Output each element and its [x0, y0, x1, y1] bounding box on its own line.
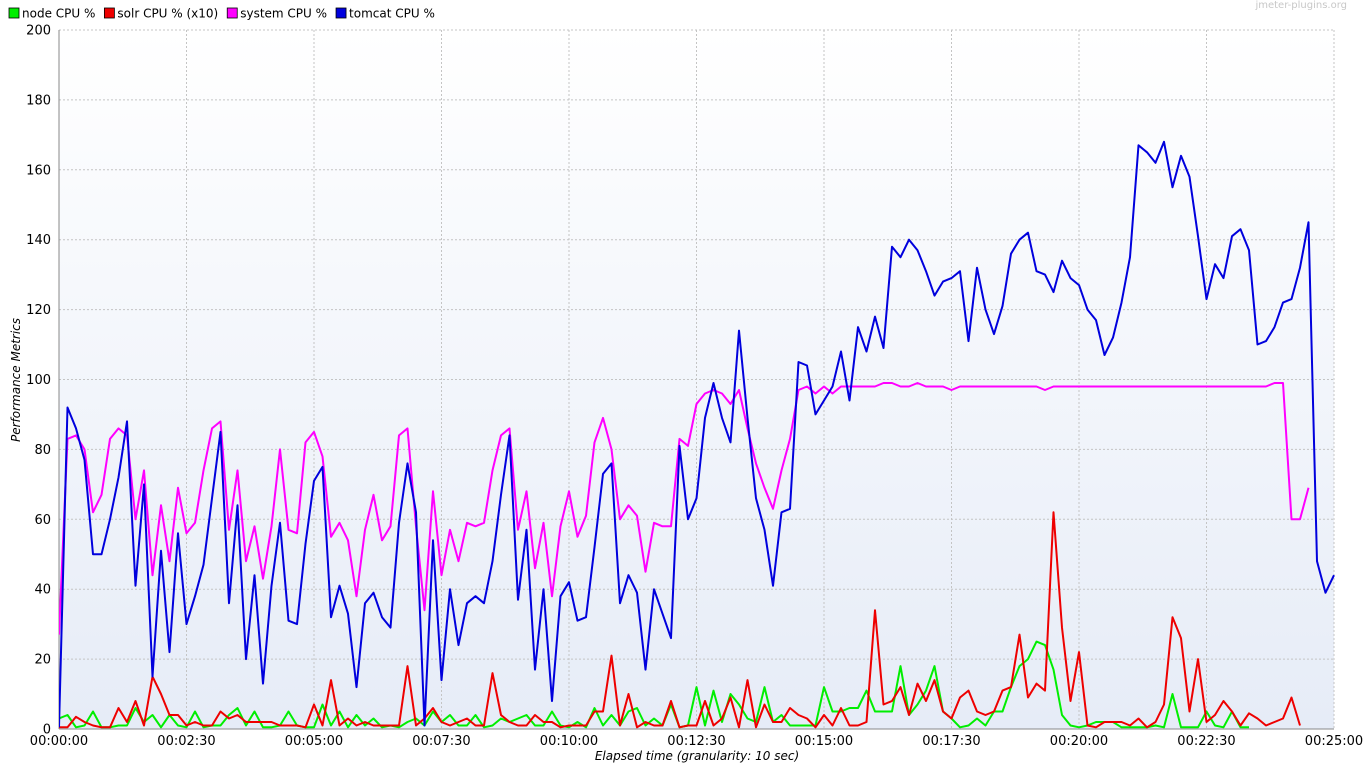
y-tick-label: 0 — [43, 723, 51, 738]
series-line-2 — [59, 382, 1310, 635]
legend: node CPU % solr CPU % (x10) system CPU % to… — [8, 7, 435, 21]
legend-item-3: tomcat CPU % — [335, 7, 435, 21]
x-tick-label: 00:00:00 — [30, 734, 88, 749]
x-tick-label: 00:17:30 — [922, 734, 980, 749]
x-tick-label: 00:20:00 — [1050, 734, 1108, 749]
legend-label: system CPU % — [240, 7, 327, 21]
y-axis-title: Performance Metrics — [9, 318, 23, 442]
legend-swatch — [8, 7, 20, 19]
axes: 0 20 40 60 80 100 120 140 160 180 200 00:00:00 00:02… — [26, 24, 1363, 750]
y-tick-label: 60 — [34, 513, 51, 528]
watermark-text: jmeter-plugins.org — [1254, 0, 1347, 11]
series-line-1 — [59, 511, 1301, 729]
y-tick-label: 20 — [34, 653, 51, 668]
x-tick-label: 00:12:30 — [667, 734, 725, 749]
legend-item-2: system CPU % — [226, 7, 327, 21]
y-tick-label: 160 — [26, 163, 51, 178]
y-tick-label: 80 — [34, 443, 51, 458]
x-tick-label: 00:10:00 — [540, 734, 598, 749]
series-lines — [59, 140, 1335, 729]
y-tick-label: 120 — [26, 303, 51, 318]
legend-item-1: solr CPU % (x10) — [103, 7, 218, 21]
x-tick-label: 00:05:00 — [285, 734, 343, 749]
x-axis-title: Elapsed time (granularity: 10 sec) — [595, 749, 799, 763]
y-tick-label: 200 — [26, 24, 51, 39]
legend-swatch — [226, 7, 238, 19]
legend-item-0: node CPU % — [8, 7, 95, 21]
legend-label: node CPU % — [22, 7, 95, 21]
x-tick-label: 00:22:30 — [1177, 734, 1235, 749]
y-tick-label: 40 — [34, 583, 51, 598]
y-tick-label: 100 — [26, 373, 51, 388]
x-tick-label: 00:02:30 — [157, 734, 215, 749]
legend-swatch — [103, 7, 115, 19]
x-tick-label: 00:15:00 — [795, 734, 853, 749]
x-tick-label: 00:07:30 — [412, 734, 470, 749]
x-tick-label: 00:25:00 — [1305, 734, 1363, 749]
y-tick-label: 180 — [26, 93, 51, 108]
y-tick-label: 140 — [26, 233, 51, 248]
legend-swatch — [335, 7, 347, 19]
series-line-0 — [59, 640, 1249, 729]
legend-label: solr CPU % (x10) — [117, 7, 218, 21]
series-line-3 — [59, 140, 1335, 728]
legend-label: tomcat CPU % — [349, 7, 435, 21]
